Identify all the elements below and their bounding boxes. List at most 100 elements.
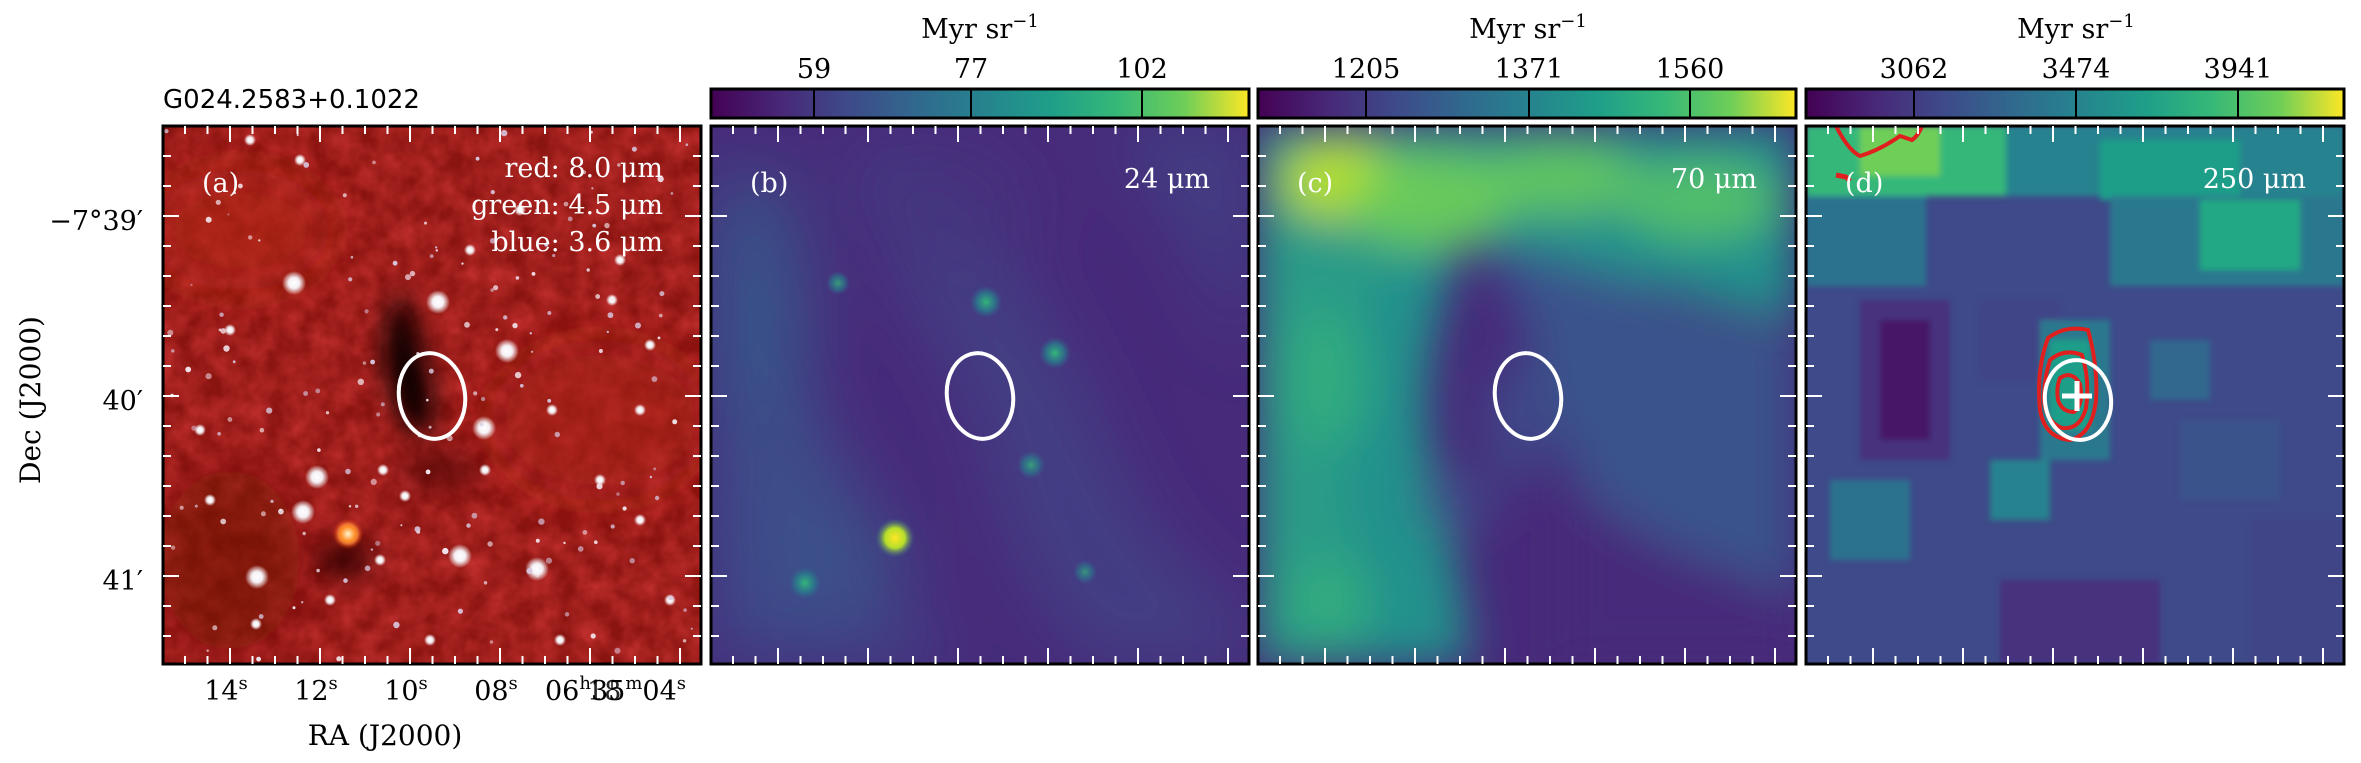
panel-a-faint-star: [475, 156, 480, 161]
panel-a-faint-star: [372, 160, 376, 165]
panel-a-faint-star: [260, 511, 266, 517]
panel-a-star: [448, 544, 472, 568]
panel-a-faint-star: [536, 575, 539, 578]
panel-a-faint-star: [429, 254, 434, 258]
panel-a-star: [204, 494, 216, 506]
panel-a-faint-star: [206, 649, 209, 652]
panel-c-ticks: [1258, 126, 1796, 664]
dec-tick-label: 41′: [103, 566, 144, 597]
panel-a-faint-star: [567, 216, 573, 222]
panel-a-faint-star: [629, 558, 635, 564]
colorbar-b: 59 77 102 Myr sr−1: [709, 11, 1251, 120]
panel-b-image: [711, 126, 1249, 664]
panel-a-star: [479, 464, 491, 476]
panel-a-star: [294, 154, 306, 166]
panel-a-faint-star: [400, 524, 403, 527]
panel-b-point-source: [1073, 560, 1097, 584]
panel-a-faint-star: [233, 191, 237, 195]
panel-c-aperture-ellipse: [1492, 351, 1564, 441]
panel-a-faint-star: [426, 398, 429, 402]
panel-a-faint-star: [256, 656, 261, 662]
panel-a-faint-star: [179, 505, 184, 510]
panel-a-faint-star: [590, 633, 596, 639]
panel-a-faint-star: [258, 614, 264, 619]
panel-d-contour: [1835, 172, 1852, 183]
panel-a-faint-star: [270, 499, 274, 503]
panel-a-faint-star: [595, 294, 601, 299]
panel-a-faint-star: [414, 526, 421, 533]
panel-a-faint-star: [258, 239, 261, 242]
ra-tick-label: 14s: [204, 673, 248, 707]
panel-a-faint-star: [375, 540, 381, 546]
panel-a-faint-star: [490, 190, 495, 195]
colorbar-c: 1205 1371 1560 Myr sr−1: [1256, 11, 1798, 120]
panel-a-faint-star: [493, 285, 499, 291]
panel-a-faint-star: [424, 221, 427, 225]
panel-a-faint-star: [514, 371, 522, 379]
panel-a-faint-star: [223, 345, 230, 352]
panel-a-faint-star: [405, 274, 411, 281]
panel-d-contour: [2055, 373, 2084, 415]
panel-a-faint-star: [586, 268, 590, 272]
panel-a-faint-star: [357, 378, 364, 385]
panel-a-faint-star: [604, 222, 610, 229]
panel-a-faint-star: [610, 296, 615, 301]
panel-a-faint-star: [409, 270, 416, 277]
panel-c-label: (c): [1297, 168, 1333, 199]
panel-a-faint-star: [355, 504, 359, 508]
panel-b-point-source: [1017, 451, 1045, 479]
panel-a-faint-star: [479, 422, 484, 427]
panel-a-faint-star: [547, 311, 552, 315]
dec-tick-label: −7°39′: [49, 206, 143, 237]
panel-a-faint-star: [435, 246, 438, 249]
ra-tick-label: 12s: [294, 673, 338, 707]
panel-b-label: (b): [750, 168, 788, 199]
panel-d-contour: [2037, 326, 2099, 443]
panel-a-faint-star: [563, 541, 566, 545]
panel-a-faint-star: [535, 538, 540, 543]
panel-a-faint-star: [489, 640, 494, 644]
panel-a-faint-star: [617, 163, 621, 167]
panel-a-faint-star: [259, 427, 265, 433]
panel-a-faint-star: [336, 656, 342, 662]
panel-a-faint-star: [654, 495, 660, 501]
panel-a-faint-star: [425, 469, 431, 475]
panel-a-star: [594, 474, 606, 486]
panel-a-faint-star: [266, 407, 273, 414]
panel-a-star: [399, 490, 411, 502]
panel-a-faint-star: [489, 238, 496, 244]
panel-a-star: [554, 634, 566, 646]
panel-a-faint-star: [531, 272, 536, 276]
panel-a-faint-star: [217, 432, 221, 436]
panel-a-faint-star: [513, 202, 516, 206]
panel-a-star: [194, 424, 206, 436]
panel-a-faint-star: [461, 262, 464, 265]
panel-a-faint-star: [464, 321, 470, 328]
panel-d-ticks: [1806, 126, 2344, 664]
panel-a-faint-star: [215, 199, 221, 205]
colorbar-c-tick: 1560: [1656, 54, 1725, 85]
panel-a-star: [495, 339, 519, 363]
colorbar-b-tick: 77: [954, 54, 988, 85]
panel-a-faint-star: [376, 412, 381, 417]
panel-a-faint-star: [591, 187, 594, 190]
panel-a-faint-star: [301, 601, 304, 604]
panel-a-faint-star: [205, 373, 212, 380]
panel-a-faint-star: [582, 530, 588, 535]
panel-a-faint-star: [303, 162, 310, 168]
colorbar-d-unit: Myr sr−1: [2017, 11, 2135, 45]
panel-a-faint-star: [296, 133, 299, 137]
panel-a-faint-star: [530, 350, 534, 353]
panel-d: (d) 250 μm: [1804, 124, 2346, 666]
panel-a-faint-star: [554, 431, 560, 438]
panel-a-faint-star: [690, 627, 693, 630]
panel-a-faint-star: [362, 361, 367, 365]
panel-a-faint-star: [370, 359, 375, 365]
panel-a-star: [224, 324, 236, 336]
panel-a-faint-star: [232, 360, 236, 364]
panel-a-faint-star: [622, 506, 627, 511]
panel-a-faint-star: [316, 568, 320, 573]
panel-a-faint-star: [670, 192, 674, 195]
panel-a-faint-star: [393, 621, 400, 629]
panel-a-star: [324, 594, 336, 606]
